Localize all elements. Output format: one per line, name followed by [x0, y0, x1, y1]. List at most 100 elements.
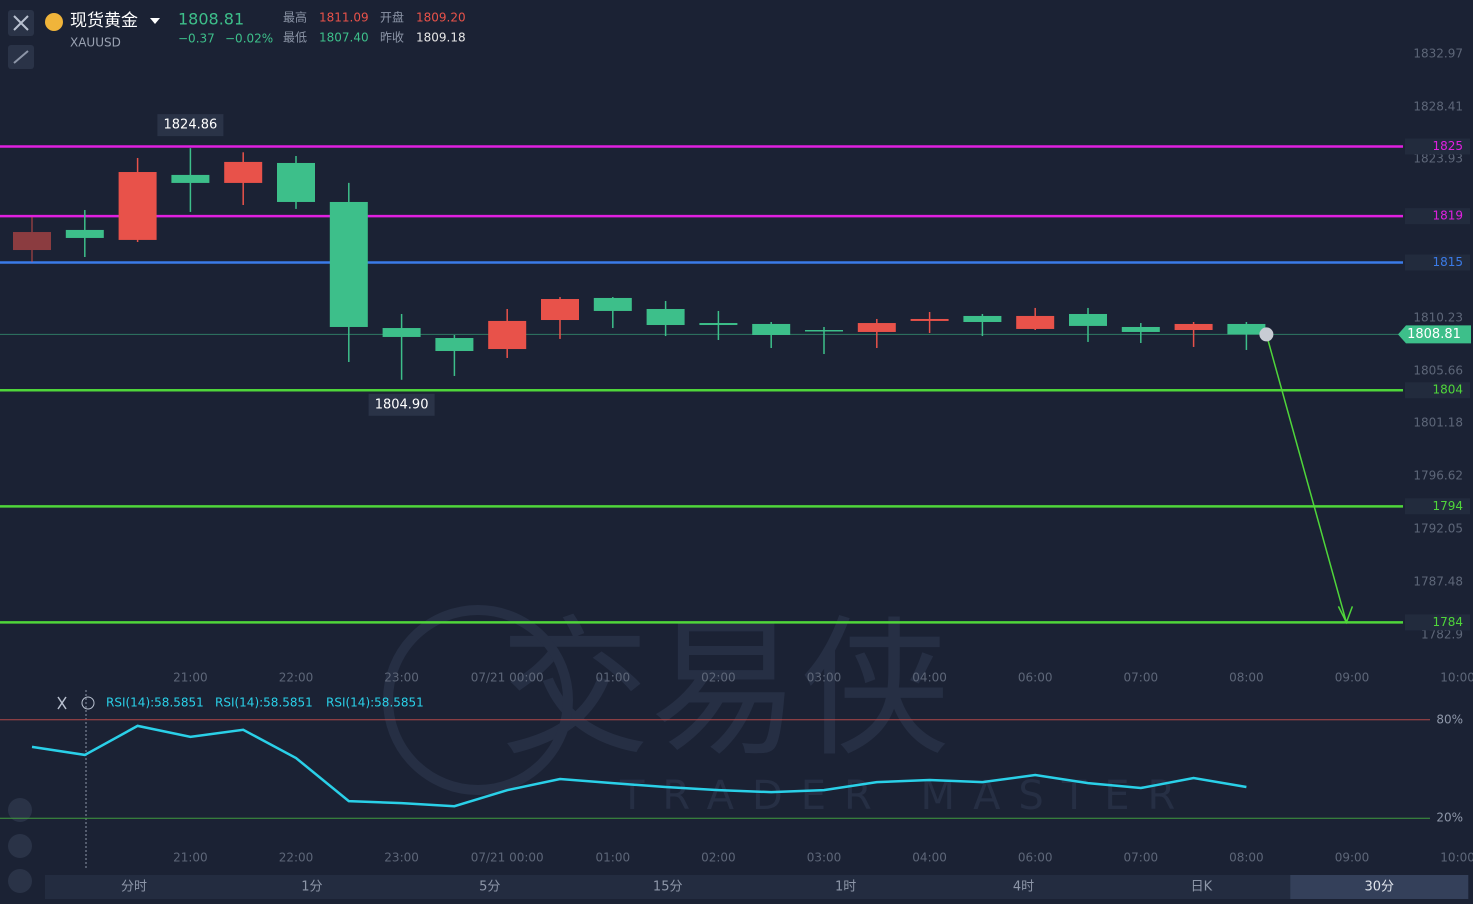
forecast-arrow — [1265, 334, 1354, 625]
y-tick-label: 1810.23 — [1413, 310, 1463, 324]
shrink-icon — [13, 50, 29, 64]
candle — [171, 148, 210, 212]
candle — [1016, 307, 1055, 330]
change-pct: −0.02% — [225, 32, 273, 46]
x-tick-label: 22:00 — [279, 671, 314, 685]
level-label: 1815 — [1432, 255, 1463, 269]
candle — [1174, 321, 1213, 347]
y-tick-label: 1823.93 — [1413, 151, 1463, 165]
candle — [593, 297, 632, 329]
y-tick-label: 1782.9 — [1421, 628, 1463, 642]
last-price-tag — [1398, 325, 1471, 344]
x-tick-label: 10:00 — [1440, 851, 1473, 865]
level-tag — [1405, 614, 1470, 631]
candle-body — [329, 201, 368, 327]
tab[interactable]: 1时 — [835, 880, 856, 895]
tab[interactable]: 日K — [1191, 880, 1213, 895]
y-tick-label: 1787.48 — [1413, 574, 1463, 588]
y-tick-label: 1801.18 — [1413, 415, 1463, 429]
annotation-label: 1804.90 — [375, 397, 429, 412]
candle — [118, 157, 157, 243]
candle-body — [1016, 315, 1055, 329]
annotation-box — [157, 114, 224, 137]
tab[interactable]: 30分 — [1365, 880, 1395, 895]
candle — [488, 308, 527, 358]
x-tick-label: 22:00 — [279, 851, 314, 865]
indicator-button[interactable] — [8, 869, 32, 893]
level-label: 1819 — [1432, 209, 1463, 223]
x-tick-label: 02:00 — [701, 671, 736, 685]
tab[interactable]: 1分 — [301, 880, 322, 895]
level-label: 1804 — [1432, 383, 1463, 397]
tool-button[interactable] — [8, 798, 32, 822]
candle — [1069, 307, 1107, 342]
dropdown[interactable] — [150, 18, 160, 24]
stat-label: 昨收 — [380, 31, 404, 45]
candle-body — [13, 232, 51, 251]
x-tick-label: 01:00 — [596, 851, 631, 865]
y-tick-label: 1805.66 — [1413, 363, 1463, 377]
x-tick-label: 06:00 — [1018, 851, 1053, 865]
tab[interactable]: 分时 — [121, 880, 147, 895]
watermark: 交易侠 — [500, 603, 950, 777]
stat-value: 1809.20 — [416, 11, 466, 25]
candle-body — [65, 229, 104, 238]
tab[interactable]: 15分 — [653, 880, 683, 895]
tab[interactable]: 5分 — [479, 880, 500, 895]
stat-label: 开盘 — [380, 10, 404, 25]
candle — [857, 318, 896, 348]
y-tick-label: 1792.05 — [1413, 521, 1463, 535]
candle-body — [224, 161, 263, 183]
y-tick-label: 1828.41 — [1413, 99, 1463, 113]
level-tag — [1405, 138, 1470, 155]
tab-active — [1290, 875, 1469, 899]
stat-label: 最高 — [283, 10, 307, 25]
x-tick-label: 23:00 — [384, 851, 419, 865]
annotation-box — [368, 393, 435, 416]
x-tick-label: 06:00 — [1018, 671, 1053, 685]
candle — [1227, 321, 1266, 350]
candle-body — [752, 323, 791, 335]
watermark-logo — [383, 605, 573, 795]
candle-body — [1121, 326, 1160, 332]
x-tick-label: 02:00 — [701, 851, 736, 865]
draw-button[interactable] — [8, 834, 32, 858]
rsi-line — [31, 724, 1247, 808]
candle-body — [118, 172, 157, 240]
candle — [382, 313, 421, 380]
candle-body — [488, 320, 527, 350]
candle — [805, 326, 843, 355]
candle — [65, 209, 104, 257]
level-label: 1794 — [1432, 499, 1463, 513]
level-tag — [1405, 382, 1470, 399]
candle-body — [857, 323, 896, 332]
y-tick-label: 1796.62 — [1413, 468, 1463, 482]
candle-body — [382, 328, 421, 337]
x-tick-label: 08:00 — [1229, 851, 1264, 865]
candle-body — [1069, 313, 1107, 326]
x-tick-label: 09:00 — [1335, 671, 1370, 685]
candle — [1121, 323, 1160, 344]
tab[interactable]: 4时 — [1013, 880, 1034, 895]
level-label: 1825 — [1432, 139, 1463, 153]
candle-body — [910, 318, 949, 321]
info-dot — [1259, 327, 1274, 342]
x-tick-label: 01:00 — [596, 671, 631, 685]
x-tick-label: 23:00 — [384, 671, 419, 685]
symbol-name: 现货黄金 — [70, 11, 138, 31]
rsi-settings[interactable] — [81, 696, 95, 710]
level-tag — [1405, 208, 1470, 225]
symbol-code: XAUUSD — [70, 36, 121, 50]
legend-label: RSI(14):58.5851 — [326, 696, 424, 710]
tab-bar — [45, 875, 1468, 899]
price: 1808.81 — [178, 10, 244, 29]
x-tick-label: 08:00 — [1229, 671, 1264, 685]
x-tick-label: 04:00 — [912, 671, 947, 685]
candle — [13, 216, 51, 262]
candle-body — [646, 308, 685, 326]
x-tick-label: 07:00 — [1124, 851, 1159, 865]
rsi-close[interactable] — [57, 696, 67, 710]
close-icon — [13, 15, 29, 31]
